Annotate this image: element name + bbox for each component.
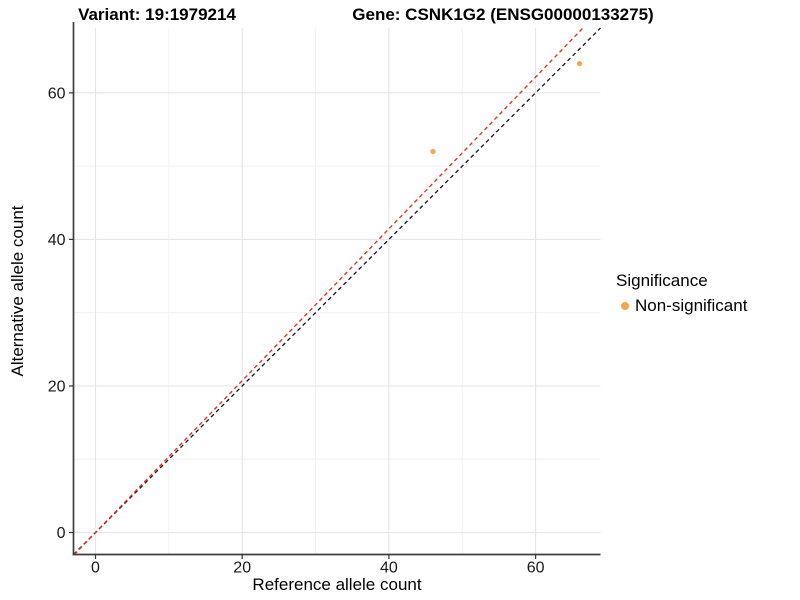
legend-item-label: Non-significant (635, 296, 748, 315)
fitted-line (73, 27, 584, 555)
variant-title: Variant: 19:1979214 (78, 5, 236, 24)
y-axis-title: Alternative allele count (8, 205, 27, 377)
y-tick-label: 20 (48, 378, 66, 395)
legend-item-non-significant: Non-significant (616, 296, 747, 316)
legend: Significance Non-significant (616, 271, 747, 316)
data-point (430, 148, 436, 155)
data-point (576, 60, 583, 67)
x-tick-label: 40 (380, 560, 398, 577)
x-tick-label: 60 (527, 560, 545, 577)
x-axis-title: Reference allele count (252, 575, 422, 594)
legend-title: Significance (616, 271, 708, 290)
y-tick-label: 0 (57, 525, 66, 542)
y-tick-label: 40 (48, 232, 66, 249)
x-tick-label: 20 (233, 560, 251, 577)
legend-point-icon (621, 302, 629, 310)
gene-title: Gene: CSNK1G2 (ENSG00000133275) (352, 5, 654, 24)
x-tick-label: 0 (91, 560, 100, 577)
identity-line (73, 27, 601, 555)
y-tick-label: 60 (48, 85, 66, 102)
